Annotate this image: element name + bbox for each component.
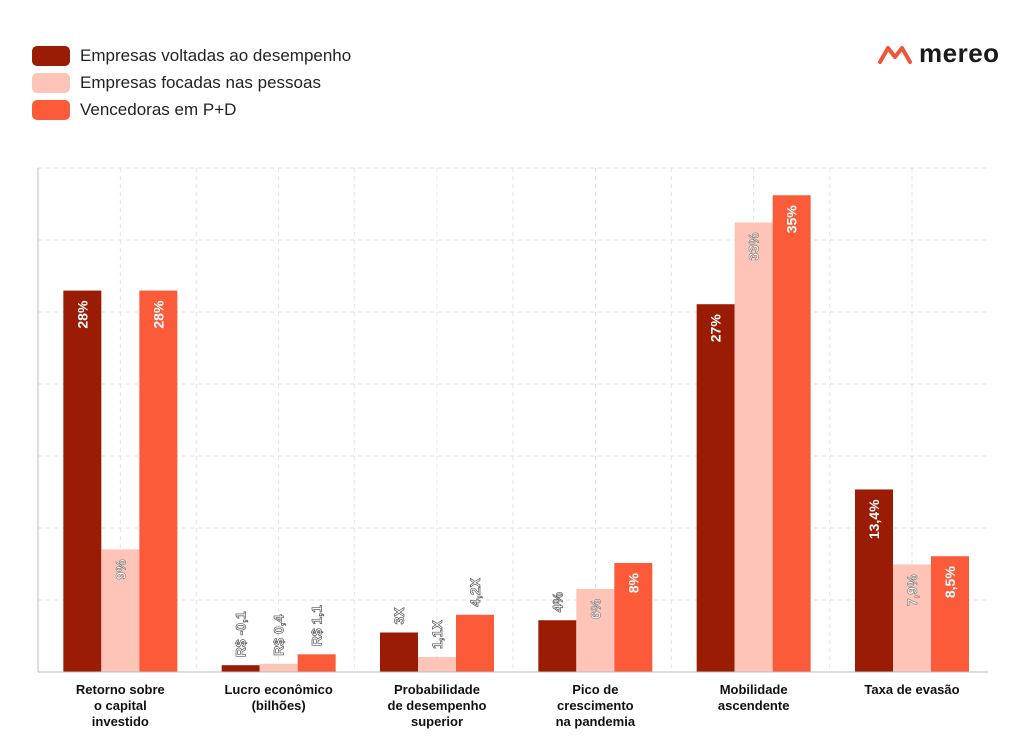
category-label-line: Mobilidade [720,682,788,697]
chart-grid [38,167,988,672]
chart-bar-labels: 28% 9% 28% R$ -0,1 R$ 0,4 R$ 1,1 3X 1,1X 4,2X 4% 6… [74,205,958,658]
category-label-line: Lucro econômico [224,682,332,697]
category-label-line: Pico de [572,682,618,697]
bar-label-series2-cat5: 8,5% [942,566,958,598]
legend-item-people: Empresas focadas nas pessoas [32,69,351,96]
legend-swatch-people [32,72,70,93]
legend-item-rd: Vencedoras em P+D [32,96,351,123]
bar-series0-cat1 [221,665,260,672]
legend-swatch-rd [32,99,70,120]
logo-text: mereo [919,38,1000,68]
bar-series0-cat2 [380,632,418,672]
category-label-line: de desempenho [388,698,487,713]
bar-series2-cat1 [297,654,336,672]
bar-series2-cat4 [772,195,811,673]
bar-label-series0-cat2: 3X [391,607,407,625]
mereo-logo: mereo [877,38,1000,69]
bar-label-series0-cat5: 13,4% [866,499,882,539]
bar-series2-cat5 [931,556,969,672]
bar-label-series0-cat3: 4% [549,591,565,612]
bar-label-series1-cat3: 6% [587,598,603,619]
legend-label-people: Empresas focadas nas pessoas [80,72,321,92]
bar-series1-cat0 [101,549,140,672]
bar-label-series0-cat1: R$ -0,1 [233,611,249,657]
legend-item-performance: Empresas voltadas ao desempenho [32,42,351,69]
bar-label-series1-cat2: 1,1X [429,620,445,649]
category-label-line: investido [92,714,149,729]
bar-series0-cat5 [855,489,893,672]
category-label-line: crescimento [557,698,634,713]
bar-label-series2-cat4: 35% [784,205,800,234]
bar-series1-cat2 [418,657,456,672]
chart-bars [63,195,969,673]
category-label-line: ascendente [718,698,790,713]
bar-series0-cat0 [63,290,102,672]
bar-label-series0-cat0: 28% [74,300,90,329]
category-label-line: Taxa de evasão [864,682,959,697]
bar-series1-cat4 [734,222,773,672]
legend-label-performance: Empresas voltadas ao desempenho [80,45,352,65]
bar-label-series2-cat1: R$ 1,1 [309,605,325,646]
bar-series2-cat2 [456,614,494,672]
category-label-line: Probabilidade [394,682,480,697]
bar-series1-cat1 [259,663,298,672]
bar-label-series2-cat2: 4,2X [467,577,483,606]
category-label-line: (bilhões) [252,698,306,713]
bar-series1-cat5 [893,564,931,672]
bar-label-series1-cat0: 9% [112,559,128,580]
bar-series1-cat3 [576,588,615,672]
category-label-line: o capital [94,698,147,713]
chart-legend: Empresas voltadas ao desempenho Empresas… [32,42,351,123]
bar-label-series2-cat3: 8% [625,572,641,593]
category-label-line: Retorno sobre [76,682,165,697]
bar-label-series1-cat4: 33% [746,232,762,261]
bar-series0-cat4 [696,304,735,672]
bar-series0-cat3 [538,620,577,672]
bar-label-series2-cat0: 28% [150,300,166,329]
legend-swatch-performance [32,45,70,66]
legend-label-rd: Vencedoras em P+D [80,99,237,119]
bar-label-series1-cat1: R$ 0,4 [271,614,287,655]
bar-series2-cat3 [614,563,653,672]
bar-label-series1-cat5: 7,9% [904,574,920,606]
category-label-line: na pandemia [556,714,636,729]
category-label-line: superior [411,714,463,729]
bar-label-series0-cat4: 27% [708,314,724,343]
mereo-logo-icon [878,45,912,64]
bar-series2-cat0 [139,290,178,672]
